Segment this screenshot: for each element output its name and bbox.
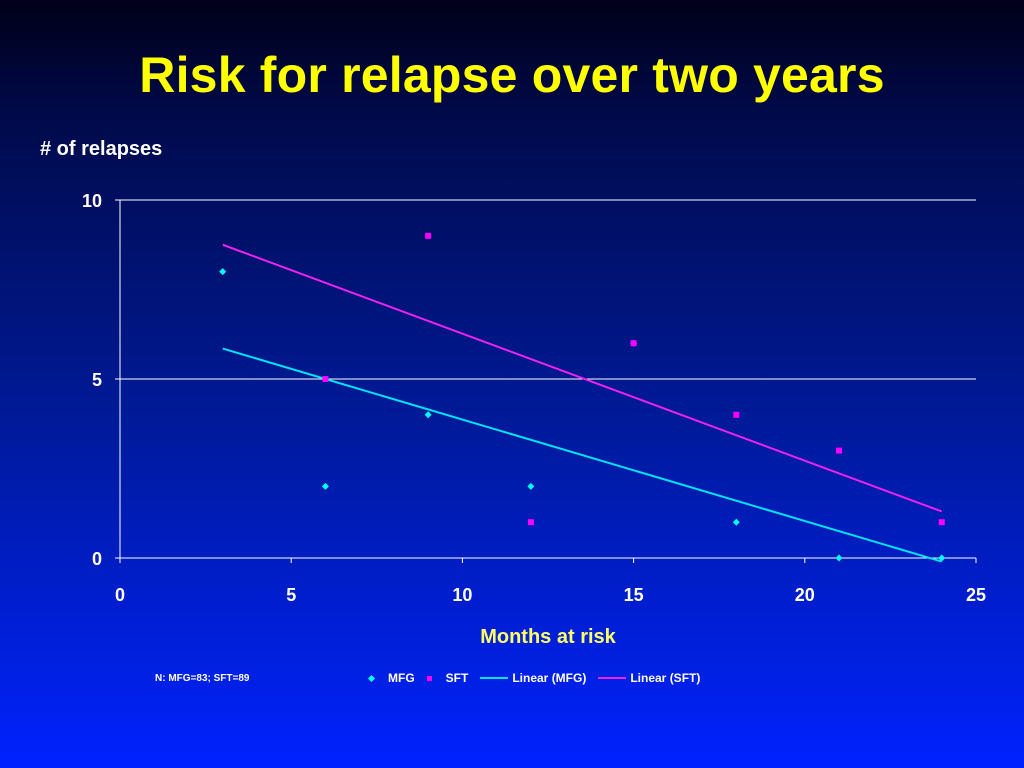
- data-point-mfg: [938, 554, 946, 562]
- legend-item-sft: SFT: [426, 671, 469, 685]
- legend-line-sft-icon: [598, 677, 627, 679]
- y-axis-title: # of relapses: [40, 138, 162, 160]
- legend-label-sft: SFT: [445, 671, 469, 685]
- x-tick-label: 20: [795, 585, 815, 605]
- legend-label-linear-mfg: Linear (MFG): [512, 671, 587, 685]
- legend-line-mfg-icon: [480, 677, 509, 679]
- data-point-mfg: [219, 268, 227, 276]
- chart-legend: MFG SFT Linear (MFG) Linear (SFT): [367, 669, 712, 687]
- grid-layer: [120, 199, 976, 380]
- label-layer: 0 5 10 15 20 25 0 5 10 # of relapses Months at ris…: [40, 138, 986, 648]
- trendline-mfg: [222, 347, 943, 563]
- legend-label-mfg: MFG: [388, 671, 415, 685]
- data-point-mfg: [732, 518, 740, 526]
- data-point-mfg: [424, 411, 432, 419]
- x-tick-label: 0: [115, 585, 125, 605]
- data-point-sft: [630, 340, 637, 347]
- legend-item-mfg: MFG: [367, 671, 415, 685]
- y-tick-label: 10: [82, 191, 102, 211]
- data-point-sft: [938, 519, 945, 526]
- legend-square-marker-icon: [426, 675, 432, 681]
- data-point-sft: [322, 376, 329, 382]
- data-point-mfg: [321, 482, 329, 490]
- legend-item-linear-sft: Linear (SFT): [598, 671, 700, 685]
- data-point-sft: [836, 447, 843, 454]
- legend-item-linear-mfg: Linear (MFG): [480, 671, 586, 685]
- data-point-sft: [733, 411, 740, 418]
- axis-layer: [115, 199, 977, 563]
- y-tick-label: 0: [92, 549, 102, 569]
- trendline-layer: [222, 243, 943, 563]
- data-point-mfg: [835, 554, 843, 562]
- sample-size-footnote: N: MFG=83; SFT=89: [155, 673, 250, 684]
- x-tick-label: 10: [452, 585, 472, 605]
- y-tick-label: 5: [92, 370, 102, 390]
- x-axis-title: Months at risk: [480, 626, 616, 648]
- x-tick-label: 25: [966, 585, 986, 605]
- x-tick-label: 15: [624, 585, 644, 605]
- legend-diamond-marker-icon: [367, 674, 376, 682]
- x-tick-label: 5: [286, 585, 296, 605]
- data-point-sft: [527, 519, 534, 526]
- trendline-sft: [222, 243, 943, 513]
- point-layer: [219, 232, 946, 562]
- data-point-sft: [425, 232, 432, 239]
- data-point-mfg: [527, 482, 535, 490]
- slide-title: Risk for relapse over two years: [139, 47, 885, 103]
- legend-label-linear-sft: Linear (SFT): [630, 671, 701, 685]
